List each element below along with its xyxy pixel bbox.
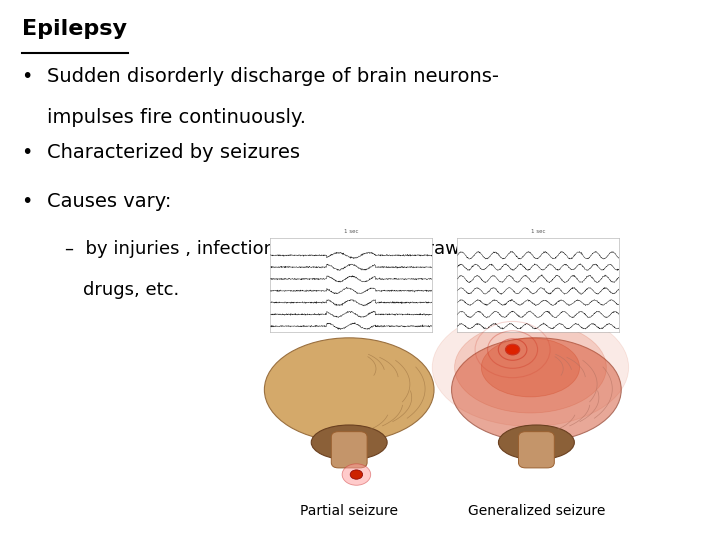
Text: Characterized by seizures: Characterized by seizures xyxy=(47,143,300,162)
Ellipse shape xyxy=(454,322,606,413)
Text: •: • xyxy=(22,143,33,162)
Text: drugs, etc.: drugs, etc. xyxy=(83,281,179,299)
Text: Epilepsy: Epilepsy xyxy=(22,19,127,39)
Text: Partial seizure: Partial seizure xyxy=(300,504,398,518)
FancyBboxPatch shape xyxy=(331,431,367,468)
Text: •: • xyxy=(22,68,33,86)
Ellipse shape xyxy=(432,308,629,427)
Ellipse shape xyxy=(311,425,387,460)
Text: Sudden disorderly discharge of brain neurons-: Sudden disorderly discharge of brain neu… xyxy=(47,68,499,86)
FancyBboxPatch shape xyxy=(518,431,554,468)
Text: Generalized seizure: Generalized seizure xyxy=(468,504,605,518)
Circle shape xyxy=(342,464,371,485)
Circle shape xyxy=(505,344,520,355)
Ellipse shape xyxy=(498,425,575,460)
Ellipse shape xyxy=(482,338,580,397)
Text: impulses fire continuously.: impulses fire continuously. xyxy=(47,108,306,127)
Ellipse shape xyxy=(264,338,434,442)
Text: Causes vary:: Causes vary: xyxy=(47,192,171,211)
Text: –  by injuries , infections, tumors, with drawl from: – by injuries , infections, tumors, with… xyxy=(65,240,513,258)
Text: •: • xyxy=(22,192,33,211)
Circle shape xyxy=(350,470,363,479)
Ellipse shape xyxy=(451,338,621,442)
